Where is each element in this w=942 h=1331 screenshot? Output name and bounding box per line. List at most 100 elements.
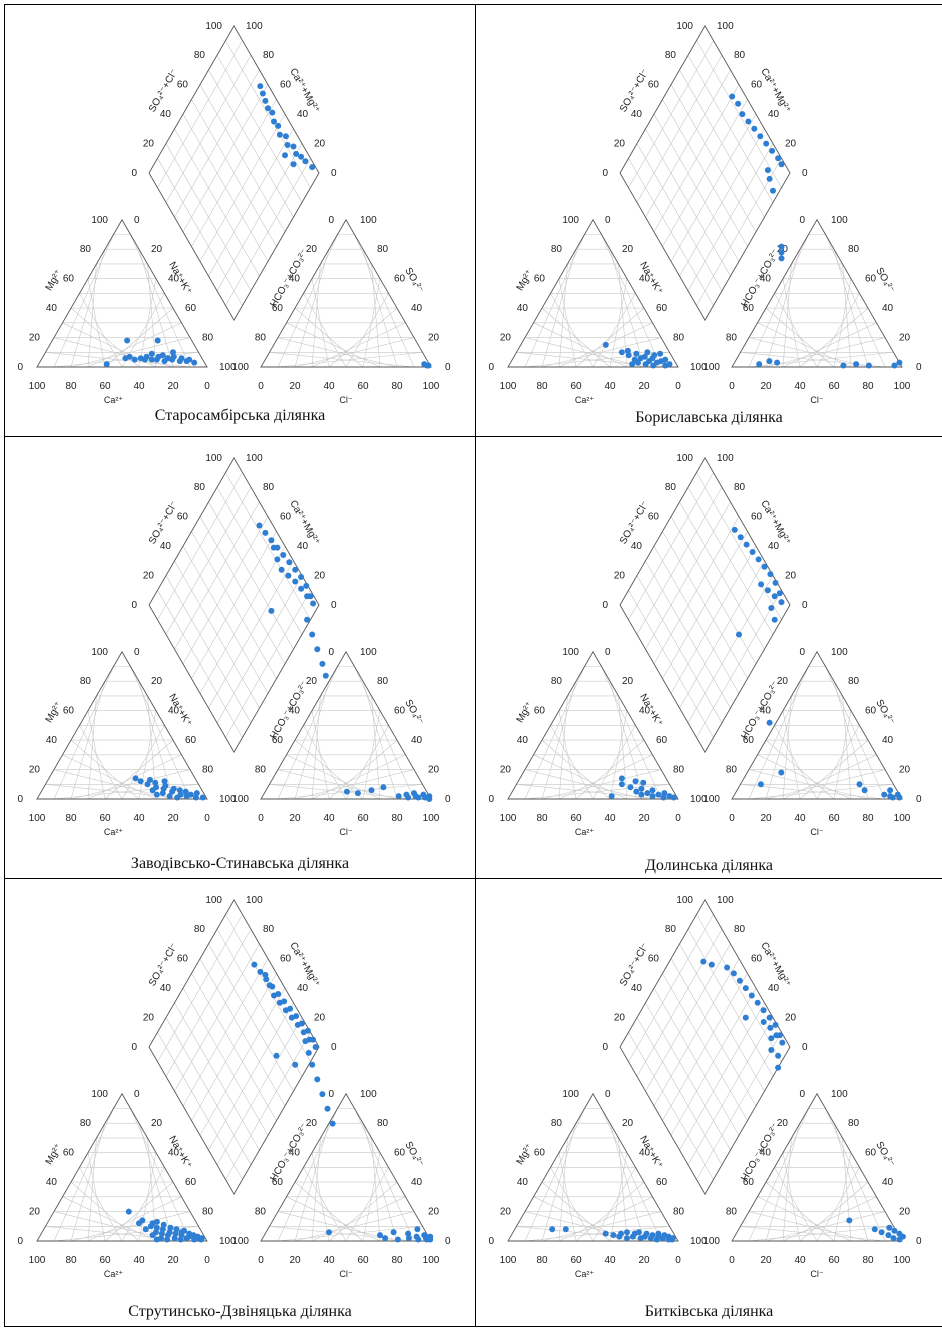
data-point bbox=[139, 1217, 146, 1224]
axis-label-so4: SO₄²⁻ bbox=[873, 1140, 896, 1169]
tick-label: 60 bbox=[280, 954, 292, 965]
tick-label: 20 bbox=[306, 1118, 318, 1129]
data-point bbox=[846, 1217, 853, 1224]
tick-label: 40 bbox=[882, 1177, 894, 1188]
data-point bbox=[887, 787, 894, 794]
tick-label: 80 bbox=[255, 1207, 267, 1218]
tick-label: 20 bbox=[151, 244, 163, 255]
axis-label-cl: Cl⁻ bbox=[339, 1269, 352, 1279]
grid-line bbox=[516, 783, 662, 800]
triangle-frame bbox=[36, 650, 208, 800]
tick-label: 100 bbox=[717, 453, 734, 464]
data-point bbox=[257, 83, 264, 90]
tick-label: 20 bbox=[777, 244, 789, 255]
data-point bbox=[778, 243, 785, 250]
tick-label: 20 bbox=[785, 1013, 797, 1024]
grid-line bbox=[294, 739, 364, 800]
axis-label-hco3: HCO₃⁻+CO₃²⁻ bbox=[268, 248, 310, 310]
data-point bbox=[131, 356, 138, 363]
tick-label: 0 bbox=[331, 1042, 337, 1053]
tick-label: 40 bbox=[133, 381, 145, 392]
tick-label: 100 bbox=[500, 813, 517, 824]
grid-line bbox=[765, 307, 835, 368]
tick-label: 100 bbox=[232, 1236, 249, 1247]
grid-line bbox=[524, 1211, 645, 1242]
grid-line bbox=[833, 710, 852, 800]
data-point bbox=[769, 147, 776, 154]
data-point bbox=[743, 541, 750, 548]
tick-label: 0 bbox=[328, 1089, 334, 1100]
grid-line bbox=[541, 307, 611, 368]
grid-line bbox=[670, 516, 757, 665]
tick-label: 40 bbox=[768, 983, 780, 994]
tick-label: 0 bbox=[605, 1089, 611, 1100]
axis-label-hco3: HCO₃⁻+CO₃²⁻ bbox=[739, 248, 781, 310]
tick-label: 0 bbox=[802, 1042, 808, 1053]
tick-label: 60 bbox=[99, 813, 111, 824]
data-point bbox=[778, 769, 785, 776]
grid-line bbox=[182, 84, 269, 233]
grid-line bbox=[121, 1167, 165, 1242]
tick-label: 0 bbox=[328, 215, 334, 226]
tick-label: 100 bbox=[91, 647, 108, 658]
grid-line bbox=[601, 1108, 662, 1242]
data-point bbox=[178, 355, 185, 362]
grid-line bbox=[216, 929, 303, 1077]
tick-label: 0 bbox=[331, 168, 337, 179]
grid-line bbox=[524, 337, 645, 368]
data-point bbox=[166, 793, 173, 800]
tick-label: 80 bbox=[862, 381, 874, 392]
grid-line bbox=[842, 1137, 852, 1242]
tick-label: 80 bbox=[665, 50, 677, 61]
tick-label: 0 bbox=[675, 381, 681, 392]
data-point bbox=[199, 794, 206, 801]
data-point bbox=[878, 1229, 885, 1236]
grid-line bbox=[303, 293, 347, 368]
triangle-frame bbox=[260, 218, 432, 368]
grid-line bbox=[816, 293, 860, 368]
tick-label: 100 bbox=[232, 362, 249, 373]
grid-line bbox=[199, 958, 286, 1107]
tick-label: 20 bbox=[289, 381, 301, 392]
tick-label: 20 bbox=[614, 1013, 626, 1024]
tick-label: 20 bbox=[167, 381, 179, 392]
tick-label: 80 bbox=[255, 765, 267, 776]
grid-line bbox=[670, 84, 757, 233]
grid-line bbox=[182, 958, 269, 1107]
tick-label: 40 bbox=[411, 303, 423, 314]
tick-label: 60 bbox=[272, 303, 284, 314]
grid-line bbox=[286, 322, 381, 368]
data-point bbox=[284, 142, 291, 148]
tick-label: 100 bbox=[423, 813, 440, 824]
data-point bbox=[302, 1038, 309, 1045]
grid-line bbox=[70, 1181, 140, 1242]
grid-line bbox=[679, 69, 765, 218]
data-point bbox=[290, 143, 297, 150]
tick-label: 100 bbox=[246, 453, 263, 464]
panel-caption: Долинська ділянка bbox=[645, 857, 773, 874]
grid-line bbox=[138, 1123, 174, 1242]
grid-line bbox=[609, 681, 645, 800]
tick-label: 80 bbox=[673, 765, 685, 776]
tick-label: 0 bbox=[916, 362, 922, 373]
tick-label: 0 bbox=[131, 600, 137, 611]
tick-label: 20 bbox=[760, 1255, 772, 1266]
data-point bbox=[666, 361, 673, 368]
tick-label: 20 bbox=[899, 1207, 911, 1218]
tick-label: 80 bbox=[202, 1207, 214, 1218]
tick-label: 60 bbox=[743, 1177, 755, 1188]
tick-label: 0 bbox=[799, 1089, 805, 1100]
tick-label: 100 bbox=[500, 1255, 517, 1266]
grid-line bbox=[696, 472, 782, 620]
tick-label: 0 bbox=[802, 600, 808, 611]
tick-label: 80 bbox=[551, 676, 563, 687]
data-point bbox=[309, 1061, 316, 1068]
grid-line bbox=[294, 307, 364, 368]
data-point bbox=[624, 1229, 630, 1236]
tick-label: 100 bbox=[29, 381, 46, 392]
tick-label: 60 bbox=[394, 706, 406, 717]
data-point bbox=[751, 125, 758, 132]
tick-label: 100 bbox=[29, 1255, 46, 1266]
tick-label: 40 bbox=[323, 813, 335, 824]
